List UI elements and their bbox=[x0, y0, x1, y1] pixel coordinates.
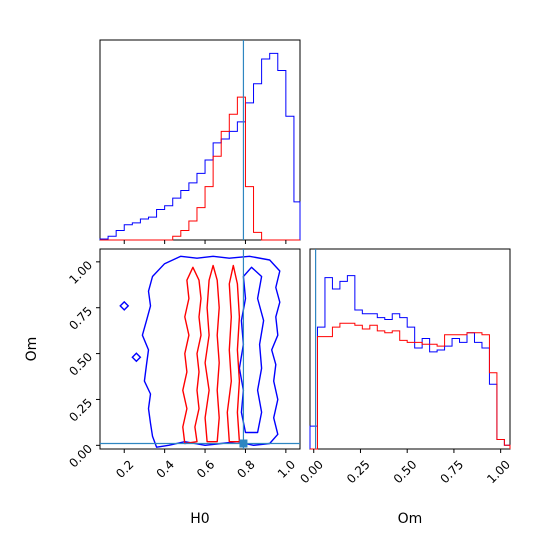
red-contour-outer bbox=[182, 266, 202, 445]
red-contour-mid bbox=[204, 264, 220, 443]
om-x-tick-label: 1.00 bbox=[484, 457, 513, 486]
h0-hist-red-series bbox=[100, 96, 300, 241]
blue-contour-island bbox=[131, 352, 142, 363]
truth-marker bbox=[239, 439, 248, 448]
om-x-tick-label: 0.50 bbox=[391, 457, 420, 486]
h0-tick-label: 0.6 bbox=[194, 457, 217, 480]
om-axis-label: Om bbox=[398, 511, 423, 527]
om-histogram-panel: 0.00 0.25 0.50 0.75 1.00 bbox=[297, 248, 513, 486]
blue-contour-island bbox=[119, 300, 130, 311]
om-hist-blue-series bbox=[309, 275, 511, 449]
om-x-tick-label: 0.75 bbox=[437, 457, 466, 486]
om-histogram-frame bbox=[309, 248, 511, 450]
h0-axis-label: H0 bbox=[190, 511, 209, 527]
h0-hist-blue-series bbox=[99, 52, 301, 240]
om-hist-red-series bbox=[310, 322, 511, 450]
h0-tick-label: 0.4 bbox=[154, 457, 177, 480]
om-y-tick-label: 1.00 bbox=[66, 258, 95, 287]
blue-contour-outer bbox=[141, 255, 281, 448]
h0-tick-label: 0.8 bbox=[234, 457, 257, 480]
om-y-tick-label: 0.00 bbox=[66, 442, 95, 471]
h0-tick-label: 1.0 bbox=[275, 457, 298, 480]
joint-contour-panel: 0.2 0.4 0.6 0.8 1.0 0.00 0.25 0.50 0.75 1.00 bbox=[66, 248, 301, 481]
om-y-tick-label: 0.75 bbox=[66, 304, 95, 333]
blue-contour-inner bbox=[238, 266, 265, 434]
om-y-tick-label: 0.25 bbox=[66, 396, 95, 425]
om-y-tick-label: 0.50 bbox=[66, 350, 95, 379]
h0-tick-label: 0.2 bbox=[113, 457, 136, 480]
h0-histogram-panel bbox=[99, 39, 301, 244]
h0-histogram-frame bbox=[99, 39, 301, 241]
om-y-axis-label: Om bbox=[24, 337, 40, 362]
om-x-tick-label: 0.00 bbox=[297, 457, 326, 486]
om-x-tick-label: 0.25 bbox=[344, 457, 373, 486]
red-contour-inner bbox=[226, 264, 241, 443]
joint-frame bbox=[99, 248, 301, 450]
